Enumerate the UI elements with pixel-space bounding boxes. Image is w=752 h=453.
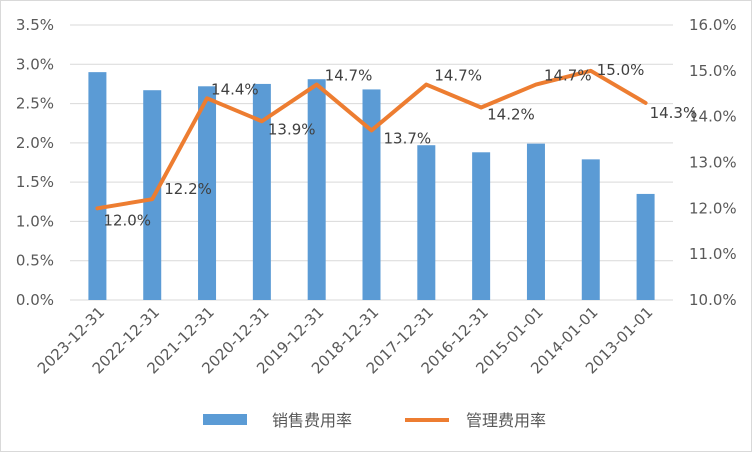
data-label: 13.7% [384,129,432,147]
left-tick-label: 2.5% [16,95,54,113]
legend-swatch-bar [203,414,247,425]
left-axis-ticks: 0.0% 0.5% 1.0% 1.5% 2.0% 2.5% 3.0% 3.5% [16,16,54,309]
bar-series [88,72,655,301]
data-label: 12.0% [103,211,151,229]
bar [198,86,217,301]
bar [581,159,600,300]
left-tick-label: 1.5% [16,173,54,191]
right-tick-label: 15.0% [689,62,737,80]
left-tick-label: 0.0% [16,291,54,309]
data-label: 13.9% [268,120,316,138]
data-label: 15.0% [597,61,645,79]
data-label: 12.2% [164,180,212,198]
line-path [95,68,648,211]
right-tick-label: 11.0% [689,245,737,263]
data-label: 14.4% [211,80,259,98]
bar [417,145,436,300]
data-labels: 12.0% 12.2% 14.4% 13.9% 14.7% 13.7% 14.7% 14.2%… [103,61,698,229]
right-tick-label: 12.0% [689,199,737,217]
right-axis-ticks: 10.0% 11.0% 12.0% 13.0% 14.0% 15.0% 16.0% [689,16,737,309]
bar [88,72,107,301]
data-label: 14.7% [544,67,592,85]
data-label: 14.3% [650,104,698,122]
x-axis-ticks: 2023-12-312022-12-312021-12-312020-12-31… [34,303,657,377]
left-tick-label: 0.5% [16,252,54,270]
right-tick-label: 16.0% [689,16,737,34]
left-tick-label: 1.0% [16,212,54,230]
data-label: 14.2% [487,106,535,124]
line-series [95,68,648,211]
left-tick-label: 3.0% [16,55,54,73]
data-label: 14.7% [325,67,373,85]
bar [472,152,491,300]
bar [636,193,655,300]
legend-label-bar: 销售费用率 [272,411,352,430]
legend: 销售费用率 管理费用率 [203,411,546,430]
data-label: 14.7% [434,67,482,85]
bar [362,89,381,300]
bar [252,83,271,300]
legend-label-line: 管理费用率 [466,411,546,430]
right-tick-label: 13.0% [689,154,737,172]
left-tick-label: 3.5% [16,16,54,34]
left-tick-label: 2.0% [16,134,54,152]
bar [307,79,326,300]
bar [526,143,545,300]
right-tick-label: 10.0% [689,291,737,309]
right-tick-label: 14.0% [689,108,737,126]
